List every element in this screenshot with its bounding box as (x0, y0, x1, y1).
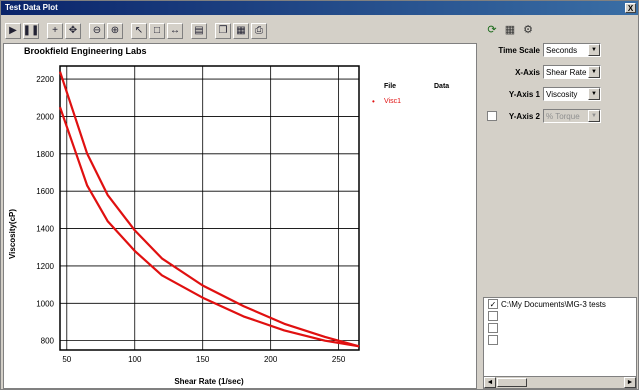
series-line-1 (58, 71, 360, 348)
x-tick-label: 150 (196, 355, 210, 364)
tick-layer: 50 100 150 200 250 800 1000 1200 1400 1600 1800 200… (36, 75, 346, 364)
x-axis-row: X-Axis Shear Rate ▼ (481, 65, 601, 79)
plot-frame (59, 65, 360, 351)
y-tick-label: 1600 (36, 187, 54, 196)
x-axis-control-label: X-Axis (515, 67, 540, 77)
fit-icon[interactable]: ↔ (167, 23, 183, 39)
y-axis-2-row: Y-Axis 2 % Torque ▼ (487, 109, 601, 123)
x-axis-select[interactable]: Shear Rate ▼ (543, 65, 601, 79)
x-axis-value: Shear Rate (546, 67, 587, 77)
series-layer (58, 71, 360, 348)
y-tick-label: 1400 (36, 225, 54, 234)
viscosity-chart: 50 100 150 200 250 800 1000 1200 1400 1600 1800 200… (8, 65, 449, 386)
y-tick-label: 1800 (36, 150, 54, 159)
export-icon[interactable]: ▤ (191, 23, 207, 39)
list-item[interactable] (484, 322, 636, 334)
time-scale-value: Seconds (546, 45, 578, 55)
file-path: C:\My Documents\MG-3 tests (501, 299, 606, 309)
x-tick-label: 100 (128, 355, 142, 364)
copy-icon[interactable]: ❐ (215, 23, 231, 39)
file-checkbox[interactable] (488, 335, 498, 345)
grid-layer (59, 65, 360, 351)
chevron-down-icon: ▼ (588, 110, 600, 122)
chevron-down-icon: ▼ (588, 66, 600, 78)
list-item[interactable] (484, 334, 636, 346)
settings-icon[interactable]: ⚙ (523, 24, 533, 36)
save-icon[interactable]: ▦ (233, 23, 249, 39)
scroll-left-button[interactable]: ◄ (484, 377, 496, 388)
y-axis-2-select[interactable]: % Torque ▼ (543, 109, 601, 123)
x-axis-label: Shear Rate (1/sec) (174, 377, 244, 386)
y-tick-label: 2000 (36, 112, 54, 121)
y-tick-label: 2200 (36, 75, 54, 84)
series-line-2 (58, 106, 360, 348)
x-tick-label: 50 (62, 355, 71, 364)
horizontal-scrollbar[interactable]: ◄ ► (484, 376, 636, 388)
y-tick-label: 800 (41, 337, 55, 346)
title-bar: Test Data Plot X (1, 1, 638, 15)
x-tick-label: 200 (264, 355, 278, 364)
y-axis-1-value: Viscosity (546, 89, 578, 99)
x-tick-label: 250 (332, 355, 346, 364)
chevron-down-icon: ▼ (588, 88, 600, 100)
zoom-out-icon[interactable]: ⊖ (89, 23, 105, 39)
chevron-down-icon: ▼ (588, 44, 600, 56)
plot-panel: Brookfield Engineering Labs 50 100 150 200 2… (3, 43, 477, 389)
file-checkbox[interactable]: ✓ (488, 299, 498, 309)
panel-icon-row: ⟳ ▦ ⚙ (485, 23, 535, 37)
table-icon[interactable]: ▦ (504, 24, 516, 36)
refresh-icon[interactable]: ⟳ (487, 24, 497, 36)
close-button[interactable]: X (625, 3, 636, 13)
legend-entry-marker: • (372, 97, 375, 106)
y-axis-1-select[interactable]: Viscosity ▼ (543, 87, 601, 101)
file-checkbox[interactable] (488, 323, 498, 333)
zoom-in-icon[interactable]: ⊕ (107, 23, 123, 39)
box-icon[interactable]: □ (149, 23, 165, 39)
y-axis-2-value: % Torque (546, 111, 580, 121)
file-checkbox[interactable] (488, 311, 498, 321)
toolbar: ▶ ❚❚ + ✥ ⊖ ⊕ ↖ □ ↔ ▤ ❐ ▦ ⎙ (5, 21, 267, 41)
plot-controls-panel: ⟳ ▦ ⚙ Time Scale Seconds ▼ X-Axis Shear … (481, 19, 637, 293)
y-axis-1-label: Y-Axis 1 (508, 89, 540, 99)
y-tick-label: 1200 (36, 262, 54, 271)
file-list: ✓ C:\My Documents\MG-3 tests ◄ ► (483, 297, 637, 389)
legend-entry-label: Visc1 (384, 98, 401, 105)
scroll-right-button[interactable]: ► (624, 377, 636, 388)
select-icon[interactable]: ↖ (131, 23, 147, 39)
play-icon[interactable]: ▶ (5, 23, 21, 39)
crosshair-icon[interactable]: + (47, 23, 63, 39)
time-scale-select[interactable]: Seconds ▼ (543, 43, 601, 57)
y-tick-label: 1000 (36, 299, 54, 308)
chart-title: Brookfield Engineering Labs (24, 46, 147, 56)
pan-icon[interactable]: ✥ (65, 23, 81, 39)
list-item[interactable] (484, 310, 636, 322)
time-scale-row: Time Scale Seconds ▼ (481, 43, 601, 57)
time-scale-label: Time Scale (498, 45, 540, 55)
y-axis-2-label: Y-Axis 2 (508, 111, 540, 121)
y-axis-1-row: Y-Axis 1 Viscosity ▼ (481, 87, 601, 101)
pause-icon[interactable]: ❚❚ (23, 23, 39, 39)
y-axis-2-checkbox[interactable] (487, 111, 497, 121)
legend-file-header: File (384, 83, 396, 90)
y-axis-label: Viscosity(cP) (8, 209, 17, 259)
window-title: Test Data Plot (5, 3, 58, 12)
legend-data-header: Data (434, 83, 449, 90)
scroll-thumb[interactable] (497, 378, 527, 387)
print-icon[interactable]: ⎙ (251, 23, 267, 39)
list-item[interactable]: ✓ C:\My Documents\MG-3 tests (484, 298, 636, 310)
